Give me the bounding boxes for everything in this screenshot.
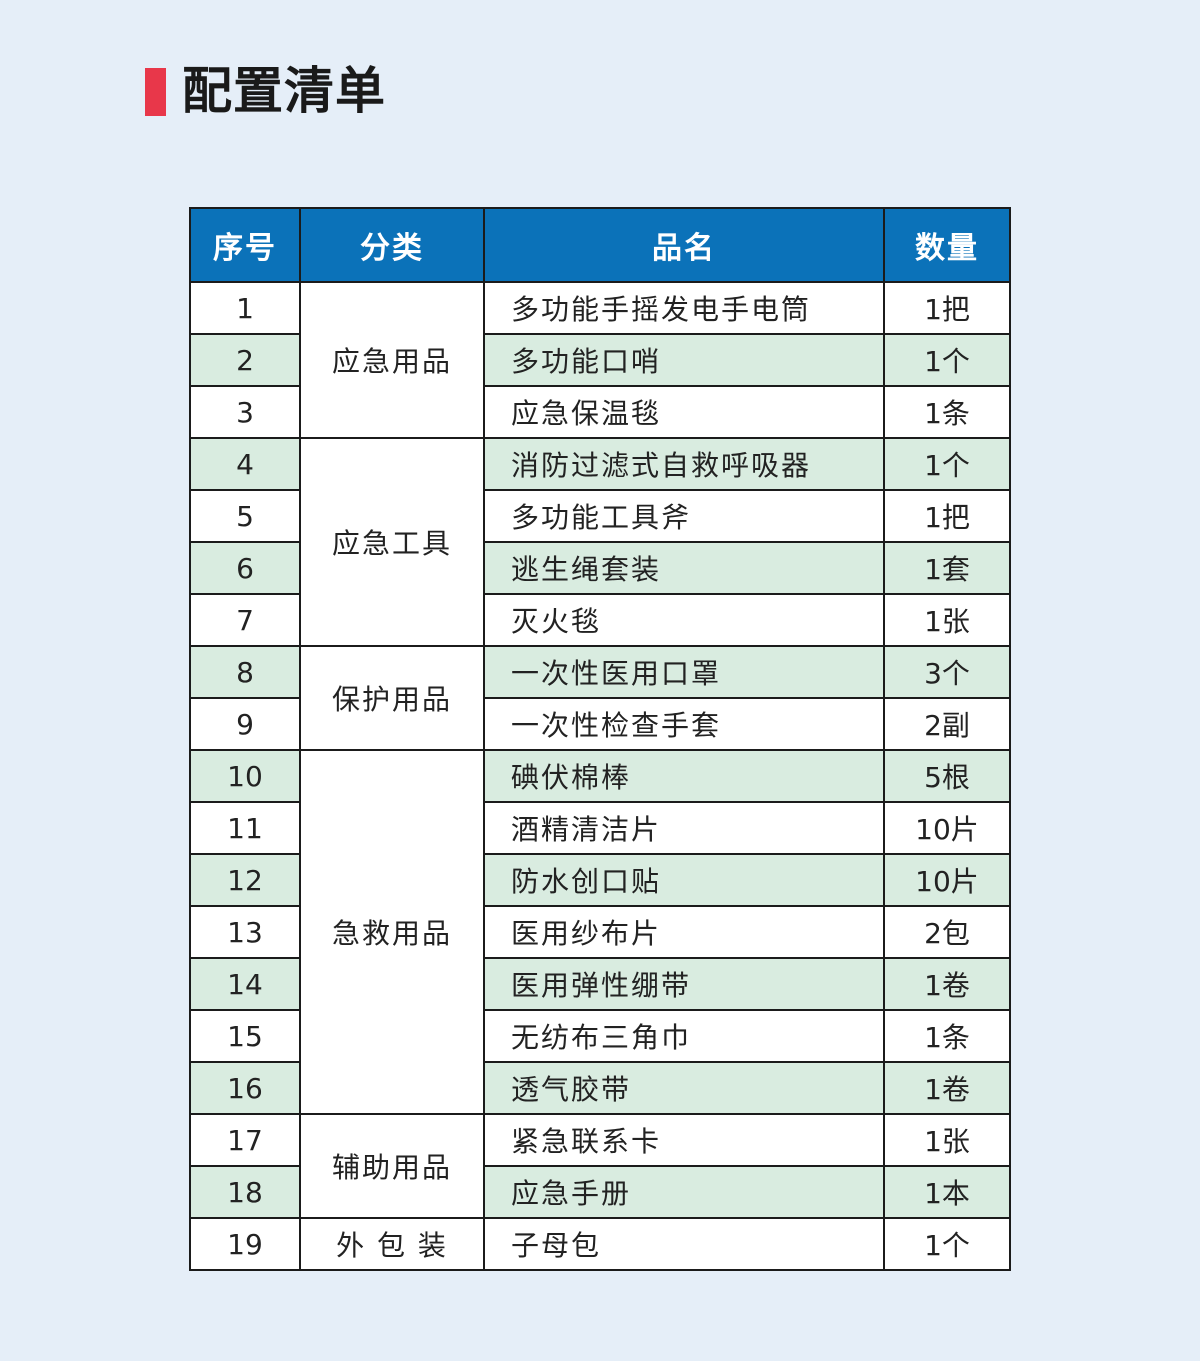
table-row: 13 医用纱布片 2包 [189,905,1011,959]
row-number: 12 [189,853,301,907]
row-number: 2 [189,333,301,387]
row-category: 辅助用品 [299,1113,485,1219]
table-row: 11 酒精清洁片 10片 [189,801,1011,855]
row-number: 6 [189,541,301,595]
row-quantity: 3个 [883,645,1011,699]
row-quantity: 1个 [883,333,1011,387]
row-quantity: 1条 [883,385,1011,439]
row-item-name: 透气胶带 [483,1061,885,1115]
row-item-name: 紧急联系卡 [483,1113,885,1167]
row-quantity: 5根 [883,749,1011,803]
header-category: 分类 [299,207,485,283]
row-number: 8 [189,645,301,699]
row-quantity: 1张 [883,1113,1011,1167]
row-quantity: 1把 [883,281,1011,335]
row-number: 15 [189,1009,301,1063]
row-quantity: 2副 [883,697,1011,751]
row-quantity: 1套 [883,541,1011,595]
row-number: 7 [189,593,301,647]
row-quantity: 1卷 [883,1061,1011,1115]
row-item-name: 多功能口哨 [483,333,885,387]
row-number: 18 [189,1165,301,1219]
table-row: 2 多功能口哨 1个 [189,333,1011,387]
table-row: 4 应急工具 消防过滤式自救呼吸器 1个 [189,437,1011,647]
row-item-name: 消防过滤式自救呼吸器 [483,437,885,491]
table-row: 1 应急用品 多功能手摇发电手电筒 1把 [189,281,1011,439]
row-number: 3 [189,385,301,439]
row-item-name: 逃生绳套装 [483,541,885,595]
row-quantity: 1个 [883,1217,1011,1271]
row-quantity: 2包 [883,905,1011,959]
row-number: 14 [189,957,301,1011]
table-row: 18 应急手册 1本 [189,1165,1011,1219]
row-quantity: 1张 [883,593,1011,647]
table-row: 6 逃生绳套装 1套 [189,541,1011,595]
row-item-name: 医用纱布片 [483,905,885,959]
row-item-name: 灭火毯 [483,593,885,647]
row-category: 应急工具 [299,437,485,647]
row-number: 1 [189,281,301,335]
row-item-name: 无纺布三角巾 [483,1009,885,1063]
table-row: 8 保护用品 一次性医用口罩 3个 [189,645,1011,751]
row-quantity: 1把 [883,489,1011,543]
row-item-name: 医用弹性绷带 [483,957,885,1011]
row-category: 保护用品 [299,645,485,751]
table-row: 16 透气胶带 1卷 [189,1061,1011,1115]
table-row: 17 辅助用品 紧急联系卡 1张 [189,1113,1011,1219]
row-item-name: 应急保温毯 [483,385,885,439]
row-item-name: 防水创口贴 [483,853,885,907]
title-accent-bar [145,68,166,116]
row-quantity: 10片 [883,853,1011,907]
row-item-name: 应急手册 [483,1165,885,1219]
row-number: 16 [189,1061,301,1115]
row-number: 11 [189,801,301,855]
header-no: 序号 [189,207,301,283]
header-name: 品名 [483,207,885,283]
row-item-name: 一次性医用口罩 [483,645,885,699]
table-row: 12 防水创口贴 10片 [189,853,1011,907]
row-item-name: 多功能工具斧 [483,489,885,543]
table-header-row: 序号 分类 品名 数量 [189,207,1011,283]
table-row: 7 灭火毯 1张 [189,593,1011,647]
row-quantity: 1个 [883,437,1011,491]
row-number: 4 [189,437,301,491]
row-item-name: 一次性检查手套 [483,697,885,751]
config-table: 序号 分类 品名 数量 1 应急用品 多功能手摇发电手电筒 1把 2 多功能口哨 1个 3 应急… [189,207,1011,1271]
table-row: 9 一次性检查手套 2副 [189,697,1011,751]
row-item-name: 酒精清洁片 [483,801,885,855]
header-qty: 数量 [883,207,1011,283]
table-row: 5 多功能工具斧 1把 [189,489,1011,543]
row-item-name: 多功能手摇发电手电筒 [483,281,885,335]
row-quantity: 1条 [883,1009,1011,1063]
row-quantity: 1卷 [883,957,1011,1011]
row-number: 10 [189,749,301,803]
row-number: 17 [189,1113,301,1167]
row-category: 急救用品 [299,749,485,1115]
table-row: 3 应急保温毯 1条 [189,385,1011,439]
table-row: 10 急救用品 碘伏棉棒 5根 [189,749,1011,1115]
row-category: 外 包 装 [299,1217,485,1271]
table-row: 14 医用弹性绷带 1卷 [189,957,1011,1011]
page-title: 配置清单 [182,62,386,120]
row-quantity: 1本 [883,1165,1011,1219]
table-row: 15 无纺布三角巾 1条 [189,1009,1011,1063]
row-number: 13 [189,905,301,959]
row-number: 5 [189,489,301,543]
row-number: 9 [189,697,301,751]
row-category: 应急用品 [299,281,485,439]
row-number: 19 [189,1217,301,1271]
table-row: 19 外 包 装子母包 1个 [189,1217,1011,1271]
row-item-name: 子母包 [483,1217,885,1271]
row-quantity: 10片 [883,801,1011,855]
row-item-name: 碘伏棉棒 [483,749,885,803]
